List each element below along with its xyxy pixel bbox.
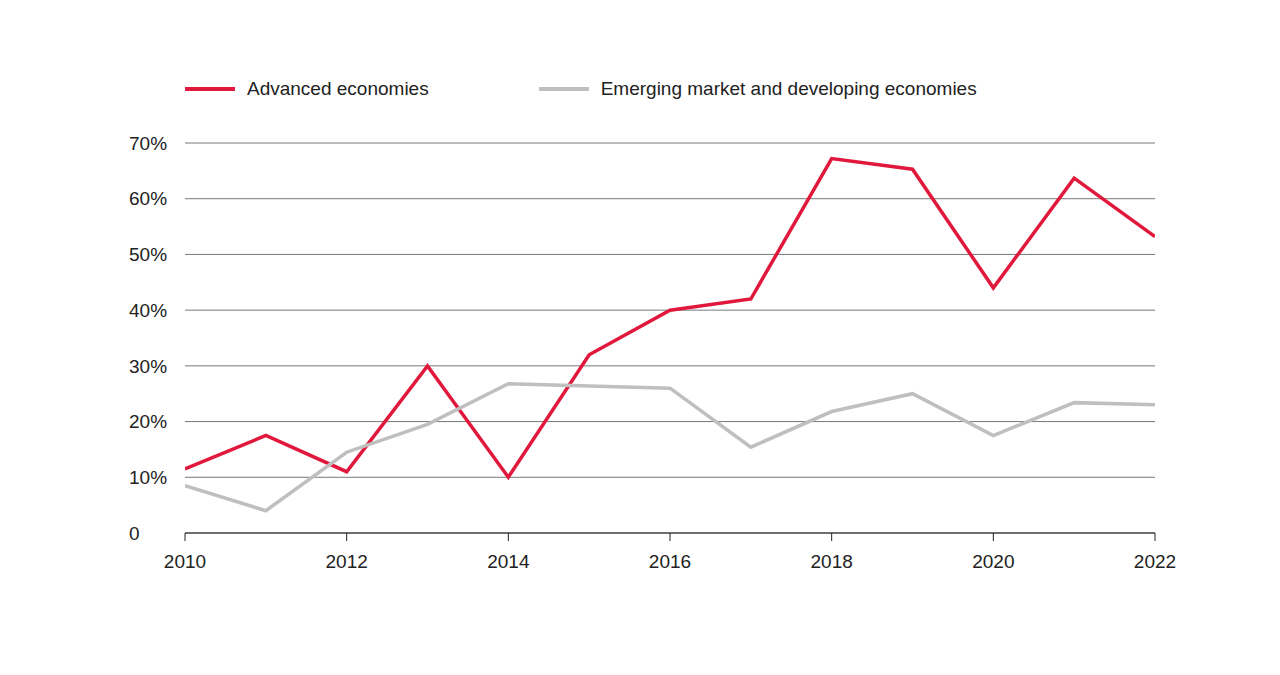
svg-text:70%: 70% [129,133,167,154]
html-text:Emerging market and developing: Emerging market and developing economies [600,78,977,99]
svg-text:2014: 2014 [487,551,530,572]
svg-text:2016: 2016 [649,551,691,572]
svg-text:10%: 10% [129,467,167,488]
svg-text:60%: 60% [129,188,167,209]
svg-text:0: 0 [129,523,140,544]
svg-text:30%: 30% [129,356,167,377]
html-text:Advanced economies: Advanced economies [247,78,429,99]
svg-text:20%: 20% [129,411,167,432]
svg-text:2012: 2012 [326,551,368,572]
svg-text:50%: 50% [129,244,167,265]
svg-text:2022: 2022 [1134,551,1176,572]
svg-text:2018: 2018 [811,551,853,572]
svg-text:2020: 2020 [972,551,1014,572]
svg-text:40%: 40% [129,300,167,321]
svg-text:2010: 2010 [164,551,206,572]
